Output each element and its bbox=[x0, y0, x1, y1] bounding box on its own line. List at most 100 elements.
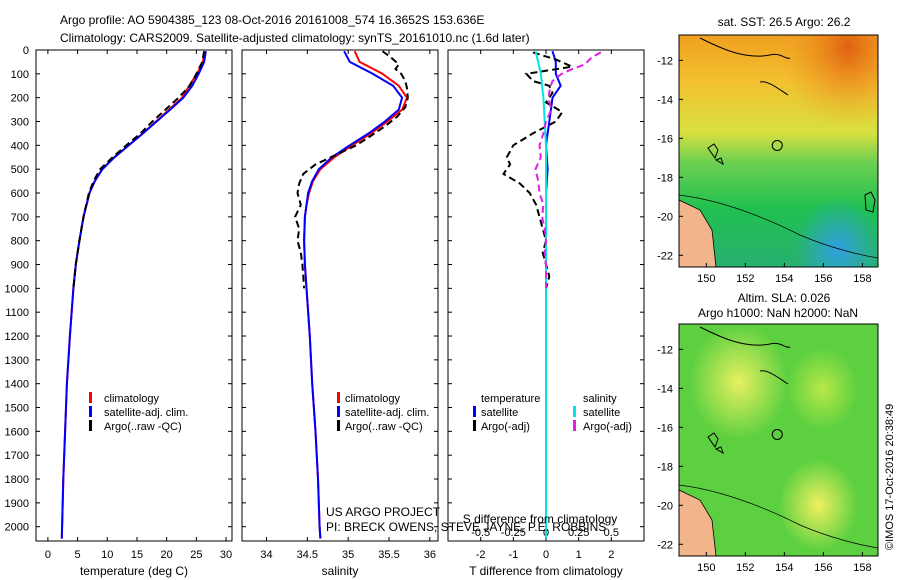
x-tick-label: 30 bbox=[220, 549, 232, 561]
credit-pi: PI: BRECK OWENS, STEVE JAYNE, P.E. ROBBI… bbox=[326, 520, 606, 534]
sst-map-frame bbox=[678, 34, 879, 268]
australia-coast-land bbox=[679, 489, 717, 556]
x-tick-label: 2 bbox=[608, 549, 614, 561]
credit-project: US ARGO PROJECT bbox=[326, 505, 441, 519]
map-x-tick-label: 150 bbox=[697, 562, 715, 574]
legend-swatch-s-argo bbox=[573, 420, 576, 431]
island-outline bbox=[759, 370, 789, 385]
legend-t-satellite: satellite bbox=[481, 407, 518, 419]
depth-tick-label: 1600 bbox=[5, 426, 29, 438]
depth-tick-label: 900 bbox=[11, 260, 29, 272]
temperature-chart: 0 5 10 15 20 25 30 bbox=[45, 50, 232, 561]
salinity-legend: climatology satellite-adj. clim. Argo(..… bbox=[337, 392, 429, 433]
map-y-tick-label: -14 bbox=[657, 94, 673, 106]
depth-tick-label: 200 bbox=[11, 93, 29, 105]
x-tick-label: 35.5 bbox=[378, 549, 399, 561]
map-x-tick-label: 152 bbox=[736, 273, 754, 285]
depth-tick-label: 100 bbox=[11, 69, 29, 81]
x-tick-label: 34.5 bbox=[297, 549, 318, 561]
series-line-s-argo-adj bbox=[534, 51, 602, 289]
x-tick-label: 36 bbox=[424, 549, 436, 561]
map-x-tick-label: 150 bbox=[697, 273, 715, 285]
map-y-tick-label: -18 bbox=[657, 172, 673, 184]
header-line-2: Climatology: CARS2009. Satellite-adjuste… bbox=[60, 31, 530, 45]
x-tick-label: 34 bbox=[260, 549, 272, 561]
legend-salinity-heading: salinity bbox=[583, 393, 617, 405]
float-location-marker bbox=[771, 428, 783, 440]
map-x-tick-label: 156 bbox=[814, 562, 832, 574]
legend-argo: Argo(..raw -QC) bbox=[104, 421, 182, 433]
reef-outlines bbox=[864, 191, 876, 213]
legend-swatch-argo bbox=[89, 420, 92, 431]
x-tick-label: 1 bbox=[576, 549, 582, 561]
depth-tick-label: 600 bbox=[11, 188, 29, 200]
top-tick-label: -0.5 bbox=[471, 527, 490, 539]
depth-tick-label: 1000 bbox=[5, 283, 29, 295]
series-line-argo-raw-qc bbox=[72, 51, 206, 289]
series-line-satellite-adj-clim bbox=[60, 51, 207, 539]
australia-coast-land bbox=[679, 199, 717, 267]
map-x-tick-label: 152 bbox=[736, 562, 754, 574]
depth-tick-label: 2000 bbox=[5, 522, 29, 534]
temperature-panel bbox=[35, 49, 233, 542]
depth-tick-label: 1100 bbox=[5, 307, 29, 319]
float-location-marker bbox=[771, 139, 783, 151]
legend-swatch-argo bbox=[337, 420, 340, 431]
depth-axis: 0 100 200 300 400 500 600 700 800 900 1000 1100 1200… bbox=[5, 45, 644, 534]
legend-temperature-heading: temperature bbox=[481, 393, 540, 405]
map-y-tick-label: -20 bbox=[657, 500, 673, 512]
map-y-tick-label: -22 bbox=[657, 539, 673, 551]
sla-map-title-2: Argo h1000: NaN h2000: NaN bbox=[698, 306, 858, 320]
depth-tick-label: 400 bbox=[11, 140, 29, 152]
x-tick-label: 20 bbox=[161, 549, 173, 561]
series-line-argo-raw-qc bbox=[294, 50, 409, 289]
salinity-panel bbox=[241, 49, 439, 542]
depth-tick-label: 1700 bbox=[5, 450, 29, 462]
map-x-tick-label: 154 bbox=[775, 562, 793, 574]
top-tick-label: 0.5 bbox=[604, 527, 619, 539]
reef-outlines bbox=[707, 432, 724, 455]
legend-swatch-s-satellite bbox=[573, 406, 576, 417]
map-y-tick-label: -20 bbox=[657, 211, 673, 223]
legend-satellite: satellite-adj. clim. bbox=[104, 407, 188, 419]
depth-tick-label: 1800 bbox=[5, 474, 29, 486]
map-x-tick-label: 154 bbox=[775, 273, 793, 285]
temperature-xlabel: temperature (deg C) bbox=[80, 564, 188, 578]
x-tick-label: 25 bbox=[190, 549, 202, 561]
sla-map-frame bbox=[678, 323, 879, 557]
map-x-tick-label: 158 bbox=[853, 273, 871, 285]
sla-map-title-1: Altim. SLA: 0.026 bbox=[738, 291, 831, 305]
depth-tick-label: 1200 bbox=[5, 331, 29, 343]
map-y-tick-label: -14 bbox=[657, 383, 673, 395]
x-tick-label: 35 bbox=[342, 549, 354, 561]
island-outline bbox=[759, 81, 789, 96]
x-tick-label: -1 bbox=[508, 549, 518, 561]
x-tick-label: -2 bbox=[476, 549, 486, 561]
legend-swatch-climatology bbox=[89, 392, 92, 403]
series-line-satellite-adj-clim bbox=[303, 50, 404, 539]
difference-chart: -2 -1 0 1 2-0.5 -0.25 0 0.25 0.5 bbox=[471, 50, 619, 561]
depth-tick-label: 1400 bbox=[5, 379, 29, 391]
difference-top-title: S difference from climatology bbox=[463, 512, 618, 526]
depth-tick-label: 1300 bbox=[5, 355, 29, 367]
x-tick-label: 0 bbox=[45, 549, 51, 561]
series-line-s-satellite bbox=[534, 50, 547, 539]
map-y-tick-label: -22 bbox=[657, 250, 673, 262]
legend-satellite: satellite-adj. clim. bbox=[345, 407, 429, 419]
map-y-tick-label: -16 bbox=[657, 133, 673, 145]
legend-climatology: climatology bbox=[345, 393, 401, 405]
sla-map bbox=[679, 324, 878, 556]
top-tick-label: 0.25 bbox=[568, 527, 589, 539]
map-y-tick-label: -12 bbox=[657, 55, 673, 67]
depth-tick-label: 0 bbox=[23, 45, 29, 57]
series-line-t-satellite bbox=[544, 50, 562, 539]
map-y-tick-label: -16 bbox=[657, 422, 673, 434]
sst-map-title: sat. SST: 26.5 Argo: 26.2 bbox=[718, 15, 851, 29]
depth-tick-label: 1900 bbox=[5, 498, 29, 510]
x-tick-label: 0 bbox=[543, 549, 549, 561]
legend-s-satellite: satellite bbox=[583, 407, 620, 419]
depth-tick-label: 500 bbox=[11, 164, 29, 176]
bathymetry-contour bbox=[679, 484, 878, 549]
x-tick-label: 10 bbox=[101, 549, 113, 561]
legend-swatch-t-argo bbox=[473, 420, 476, 431]
